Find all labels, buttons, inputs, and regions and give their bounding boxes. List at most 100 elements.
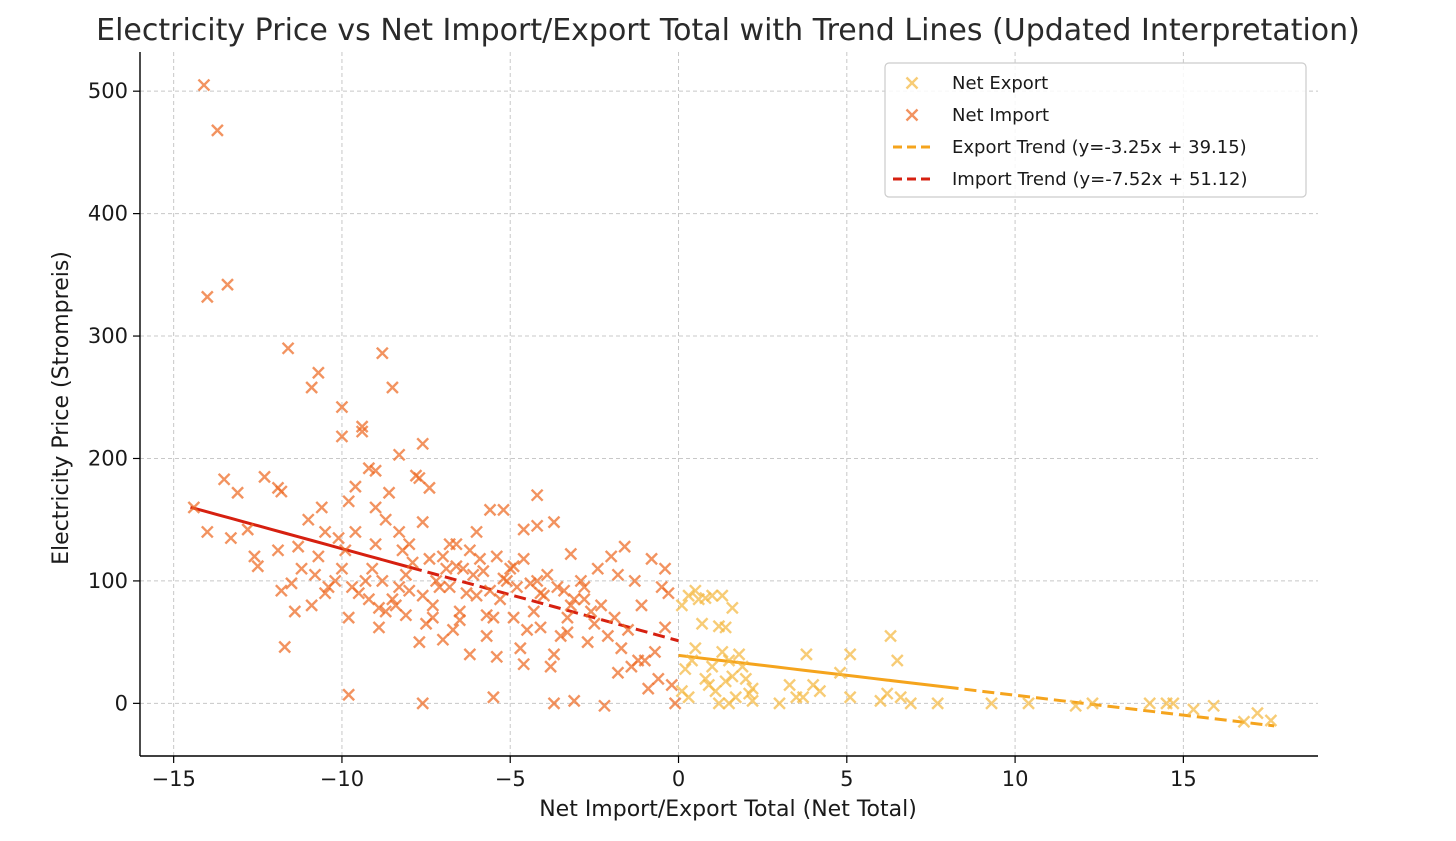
- net-import-point-stroke: [470, 589, 483, 602]
- net-import-point-stroke: [668, 697, 682, 710]
- legend: Net Export Net Import Export Trend (y=-3.2…: [884, 62, 1307, 198]
- net-export-point: [1187, 703, 1200, 716]
- net-import-point: [335, 430, 349, 443]
- net-import-point-stroke: [423, 552, 436, 566]
- net-import-point-stroke: [342, 494, 356, 508]
- net-import-point: [312, 550, 325, 563]
- net-import-point-stroke: [466, 568, 480, 582]
- net-import-point-stroke: [224, 531, 238, 545]
- net-import-point: [359, 574, 372, 588]
- net-import-point: [349, 480, 362, 493]
- net-export-point-stroke: [695, 617, 709, 631]
- net-import-point: [497, 503, 510, 517]
- net-import-point-stroke: [463, 648, 477, 661]
- net-import-point: [598, 699, 611, 713]
- net-export-point-stroke: [800, 648, 813, 661]
- net-import-point-stroke: [312, 366, 325, 380]
- net-import-point: [345, 580, 359, 594]
- x-tick-label: 0: [672, 767, 685, 791]
- net-import-point-stroke: [332, 531, 345, 545]
- net-export-point: [1251, 706, 1264, 720]
- net-import-point-stroke: [443, 580, 456, 594]
- net-import-point: [365, 562, 379, 576]
- net-import-point-stroke: [365, 562, 379, 576]
- net-import-point-stroke: [487, 611, 500, 624]
- net-import-point-stroke: [614, 641, 628, 655]
- net-import-point: [305, 599, 318, 612]
- net-import-point-stroke: [601, 629, 615, 643]
- net-import-point-stroke: [598, 699, 611, 713]
- net-export-point: [682, 589, 695, 602]
- net-import-point: [631, 654, 645, 667]
- net-import-point-stroke: [443, 537, 456, 551]
- net-import-point-stroke: [322, 580, 335, 594]
- net-import-point-stroke: [349, 525, 362, 539]
- net-export-point-stroke: [726, 601, 739, 615]
- net-export-point: [719, 621, 732, 634]
- net-import-point: [490, 550, 504, 563]
- net-import-point-stroke: [355, 425, 369, 438]
- legend-label-net-import: Net Import: [952, 105, 1049, 126]
- net-import-point: [241, 523, 255, 536]
- net-export-point-stroke: [712, 697, 726, 710]
- net-import-point: [493, 592, 507, 606]
- net-export-point: [884, 629, 897, 643]
- net-export-point-stroke: [715, 589, 729, 602]
- net-import-point: [487, 611, 500, 624]
- net-import-point: [426, 611, 440, 624]
- net-export-point: [843, 648, 857, 661]
- net-import-point: [530, 574, 544, 588]
- net-import-point-stroke: [342, 688, 356, 702]
- net-import-point-stroke: [318, 586, 332, 600]
- net-import-point: [601, 629, 615, 643]
- net-import-point-stroke: [315, 501, 329, 514]
- net-import-point: [547, 648, 561, 661]
- net-import-point: [221, 278, 234, 291]
- net-import-point-stroke: [285, 577, 298, 590]
- net-import-point-stroke: [604, 550, 618, 563]
- net-import-point-stroke: [460, 586, 473, 600]
- net-export-point-stroke: [1237, 715, 1251, 729]
- net-import-point: [517, 552, 531, 566]
- net-import-point-stroke: [648, 645, 662, 659]
- net-export-point-stroke: [904, 697, 918, 710]
- net-import-point: [413, 635, 426, 649]
- net-import-point: [453, 613, 467, 627]
- net-import-point: [372, 601, 386, 615]
- net-import-point-stroke: [258, 470, 271, 484]
- net-import-point-stroke: [342, 611, 356, 624]
- net-import-point: [577, 580, 591, 594]
- net-import-point: [369, 537, 382, 551]
- net-import-point: [315, 501, 329, 514]
- net-import-point: [507, 611, 520, 624]
- net-import-point-stroke: [540, 568, 554, 582]
- net-import-point: [406, 556, 419, 569]
- net-import-point-stroke: [369, 501, 382, 514]
- net-import-point: [530, 519, 544, 533]
- net-import-point: [224, 531, 238, 545]
- net-import-point: [305, 381, 318, 394]
- net-import-point: [258, 470, 271, 484]
- net-import-point: [308, 568, 322, 582]
- net-import-point: [211, 124, 224, 137]
- net-export-point: [712, 697, 726, 710]
- net-import-point: [399, 608, 413, 622]
- net-import-point: [487, 690, 500, 704]
- net-import-point: [567, 694, 581, 708]
- net-import-point-stroke: [628, 574, 642, 588]
- net-import-point-stroke: [480, 608, 494, 622]
- net-export-point-stroke: [739, 672, 753, 686]
- net-import-point: [200, 525, 214, 539]
- net-import-point-stroke: [645, 552, 658, 566]
- net-import-point-stroke: [375, 574, 389, 588]
- net-import-point: [517, 657, 531, 671]
- y-tick-label: 500: [88, 79, 128, 103]
- net-import-point-stroke: [271, 543, 285, 557]
- net-import-point: [456, 562, 470, 576]
- net-import-point-stroke: [483, 584, 497, 598]
- net-import-point: [547, 697, 561, 710]
- net-import-point: [416, 437, 430, 451]
- net-import-point-stroke: [497, 572, 510, 585]
- chart-title: Electricity Price vs Net Import/Export T…: [96, 13, 1360, 48]
- net-import-point-stroke: [416, 515, 430, 529]
